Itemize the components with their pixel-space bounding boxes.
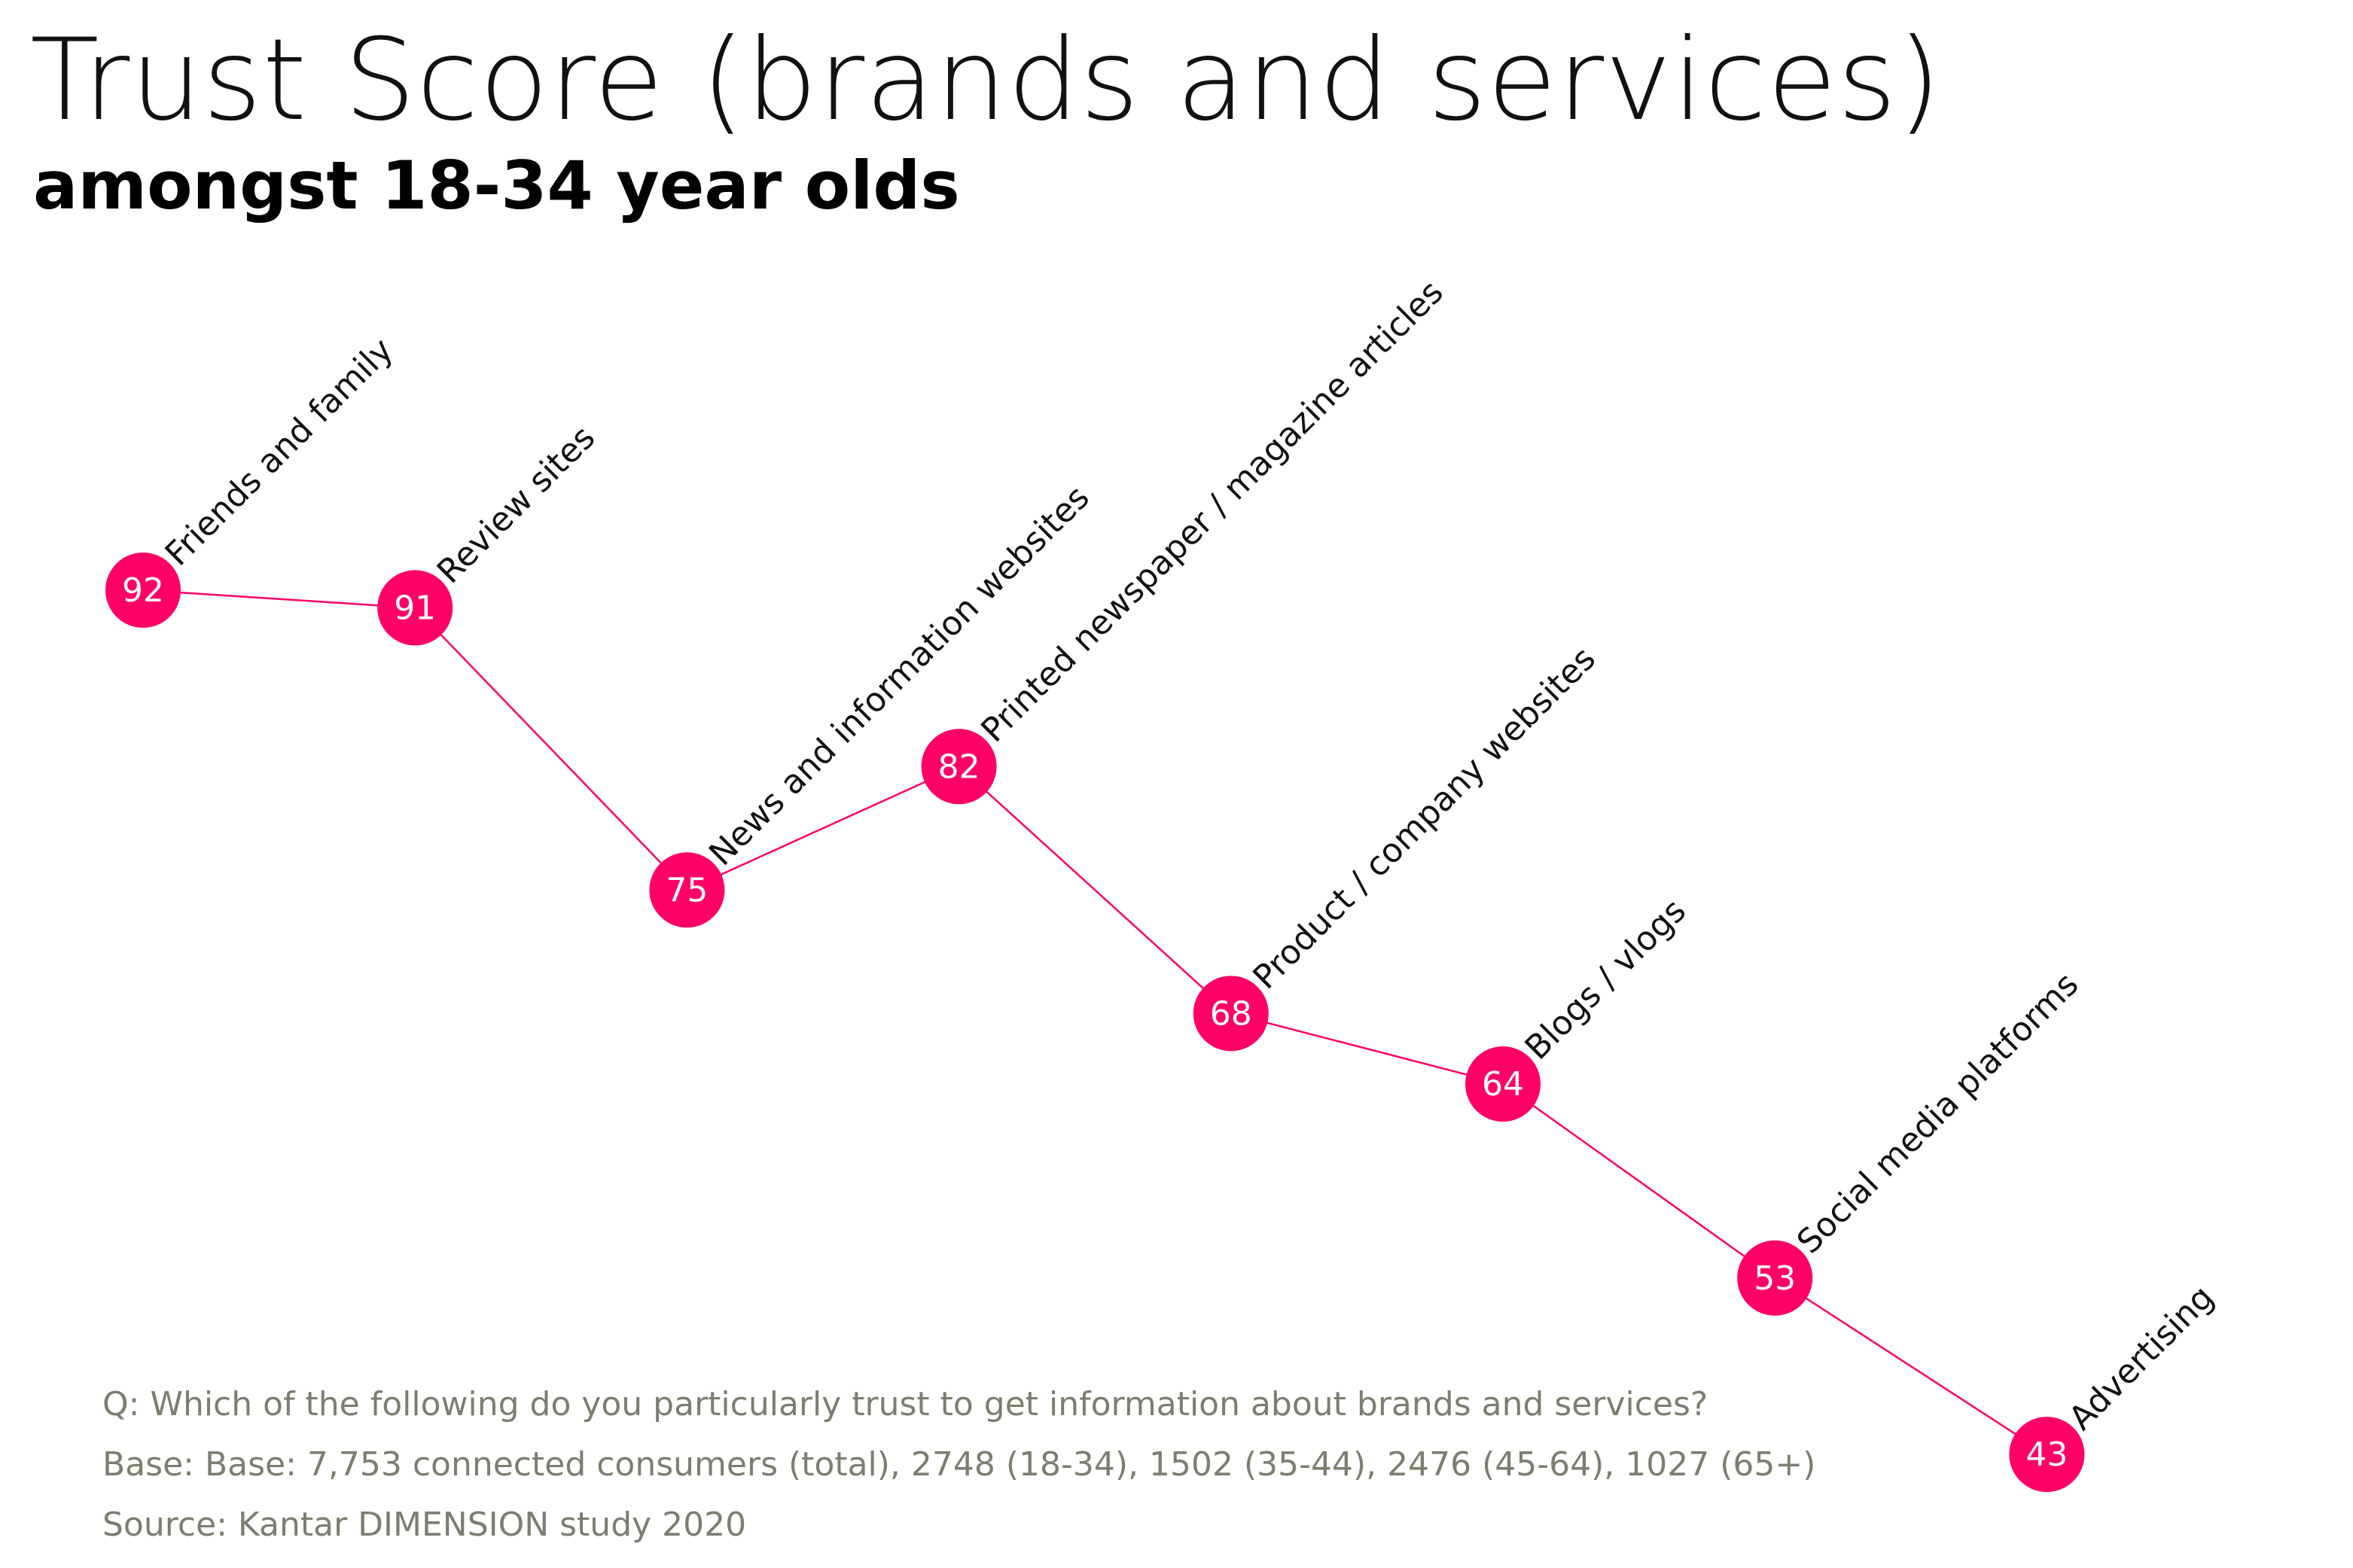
- data-label: 75: [666, 871, 708, 909]
- data-label: 43: [2025, 1436, 2068, 1474]
- data-point: [377, 570, 453, 646]
- category-label: Social media platforms: [1790, 965, 2086, 1261]
- data-point: [1465, 1046, 1541, 1122]
- data-label: 53: [1754, 1259, 1796, 1298]
- data-point: [1737, 1240, 1813, 1316]
- line-segment: [1502, 1083, 1775, 1279]
- chart-subtitle: amongst 18-34 year olds: [33, 147, 960, 224]
- line-segment: [1774, 1277, 2048, 1456]
- data-point: [105, 553, 181, 628]
- chart-title: Trust Score (brands and services): [30, 15, 1943, 146]
- data-label: 68: [1210, 994, 1252, 1033]
- line-segment: [958, 766, 1232, 1015]
- data-label: 92: [122, 571, 164, 610]
- category-label: Review sites: [430, 419, 602, 591]
- line-segment: [414, 607, 688, 891]
- data-point: [649, 852, 725, 928]
- data-point: [2009, 1417, 2085, 1493]
- data-point: [1193, 976, 1269, 1052]
- data-point: [921, 729, 997, 805]
- footnote-base: Base: Base: 7,753 connected consumers (t…: [102, 1445, 1816, 1484]
- data-label: 64: [1482, 1065, 1524, 1104]
- category-label: Product / company websites: [1246, 640, 1603, 997]
- data-label: 82: [938, 747, 980, 786]
- footnote-question: Q: Which of the following do you particu…: [102, 1385, 1708, 1423]
- data-label: 91: [394, 589, 436, 627]
- category-label: Blogs / vlogs: [1518, 891, 1693, 1067]
- category-label: Friends and family: [158, 330, 401, 573]
- line-segment: [142, 589, 416, 609]
- line-segment: [1230, 1012, 1504, 1085]
- line-segment: [686, 766, 960, 891]
- footnote-source: Source: Kantar DIMENSION study 2020: [102, 1506, 747, 1544]
- category-label: Advertising: [2062, 1278, 2221, 1438]
